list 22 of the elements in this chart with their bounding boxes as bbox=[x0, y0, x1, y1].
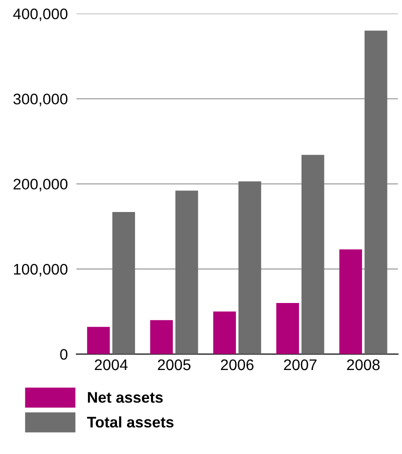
bar bbox=[302, 154, 324, 354]
bar bbox=[175, 190, 198, 354]
x-tick-label: 2007 bbox=[284, 359, 316, 370]
bar bbox=[213, 312, 236, 354]
x-tick-label: 2008 bbox=[347, 359, 380, 370]
y-tick-label: 400,000 bbox=[13, 8, 68, 22]
y-tick-label: 200,000 bbox=[14, 178, 68, 192]
bar bbox=[339, 249, 362, 354]
x-tick-label: 2005 bbox=[158, 359, 190, 370]
bar bbox=[112, 212, 136, 354]
bar bbox=[276, 303, 299, 354]
x-tick-label: 2004 bbox=[94, 359, 128, 370]
y-tick-label: 300,000 bbox=[13, 94, 68, 106]
y-tick-label: 0 bbox=[60, 348, 68, 360]
bar bbox=[238, 181, 262, 354]
bar bbox=[87, 326, 110, 354]
legend-label: Net assets bbox=[88, 392, 163, 403]
legend-label: Total assets bbox=[87, 416, 174, 428]
x-tick-label: 2006 bbox=[220, 359, 254, 370]
bar bbox=[150, 320, 173, 354]
bar bbox=[364, 30, 388, 354]
y-tick-label: 100,000 bbox=[14, 264, 68, 276]
